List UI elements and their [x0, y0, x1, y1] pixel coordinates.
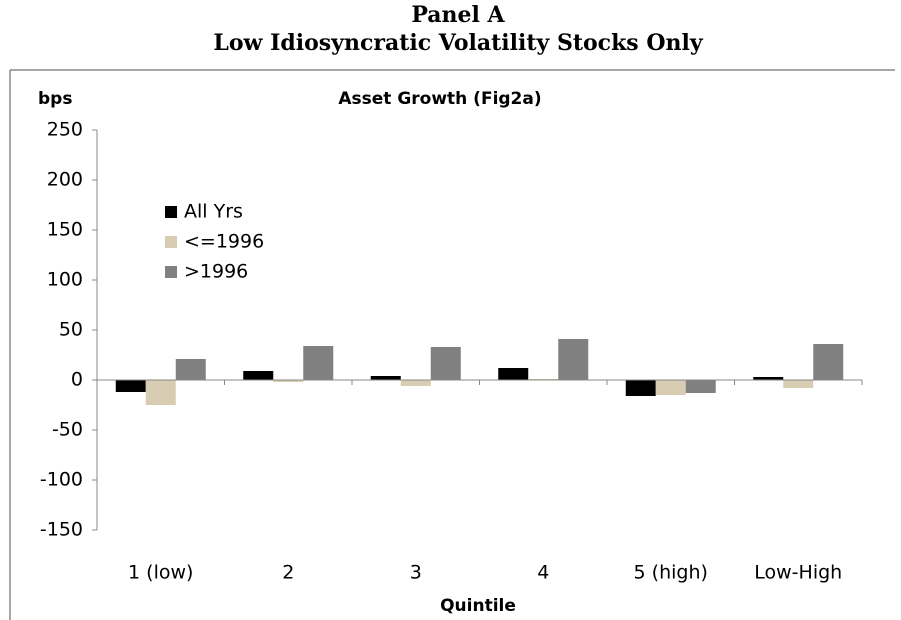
- bar: [243, 371, 274, 380]
- bar: [370, 376, 401, 380]
- bar: [655, 380, 686, 395]
- y-tick-label: 250: [47, 119, 83, 141]
- bar: [430, 347, 461, 380]
- bar: [303, 346, 334, 380]
- legend-swatch: [165, 206, 177, 218]
- x-tick-label: Low-High: [754, 562, 842, 584]
- y-tick-label: 150: [47, 219, 83, 241]
- x-axis-label: Quintile: [440, 596, 516, 616]
- bar: [115, 380, 146, 392]
- bar: [685, 380, 716, 393]
- bar: [175, 359, 206, 380]
- panel-subtitle: Low Idiosyncratic Volatility Stocks Only: [213, 30, 704, 56]
- bar: [813, 344, 844, 380]
- x-tick-label: 3: [410, 562, 422, 584]
- bar: [753, 377, 784, 380]
- bar: [273, 380, 304, 382]
- legend-label: All Yrs: [184, 201, 243, 223]
- legend-swatch: [165, 266, 177, 278]
- x-tick-label: 1 (low): [128, 562, 193, 584]
- legend-label: <=1996: [184, 231, 264, 253]
- legend-label: >1996: [184, 261, 248, 283]
- bar: [558, 339, 589, 380]
- x-tick-label: 5 (high): [634, 562, 708, 584]
- bar: [145, 380, 176, 405]
- y-tick-label: -100: [40, 469, 83, 491]
- y-tick-label: 200: [47, 169, 83, 191]
- panel-title: Panel A: [411, 2, 505, 28]
- y-tick-label: 0: [71, 369, 83, 391]
- y-tick-label: 50: [59, 319, 83, 341]
- x-tick-label: 2: [282, 562, 294, 584]
- bar: [625, 380, 656, 396]
- y-axis-label: bps: [38, 89, 72, 109]
- bar: [498, 368, 529, 380]
- bar: [783, 380, 814, 388]
- x-tick-label: 4: [537, 562, 549, 584]
- chart-title: Asset Growth (Fig2a): [338, 89, 541, 109]
- y-tick-label: -150: [40, 519, 83, 541]
- bar: [400, 380, 431, 386]
- y-tick-label: -50: [52, 419, 83, 441]
- y-tick-label: 100: [47, 269, 83, 291]
- legend-swatch: [165, 236, 177, 248]
